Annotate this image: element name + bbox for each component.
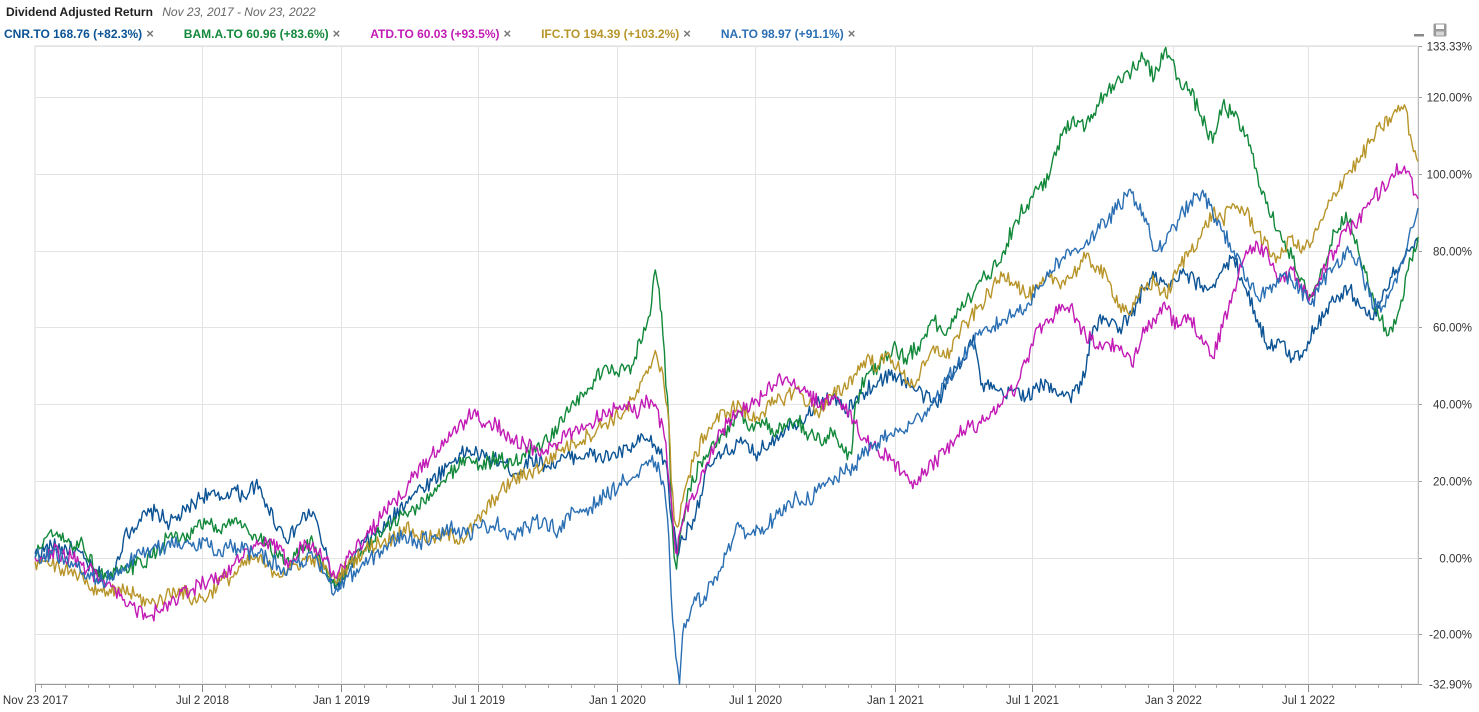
plot-area xyxy=(34,45,1419,685)
legend-label: NA.TO 98.97 (+91.1%) xyxy=(720,26,844,41)
series-line-bam-a-to xyxy=(34,46,1419,590)
remove-series-icon[interactable]: × xyxy=(847,26,856,41)
x-tick-label: Jan 1 2020 xyxy=(589,695,646,707)
legend-label: ATD.TO 60.03 (+93.5%) xyxy=(370,26,500,41)
legend-item-bam-a-to[interactable]: BAM.A.TO 60.96 (+83.6%) × xyxy=(184,26,340,41)
y-tick-label: -20.00% xyxy=(1429,630,1472,642)
x-tick-label: Jul 1 2019 xyxy=(452,695,505,707)
y-tick-label: 0.00% xyxy=(1439,554,1472,566)
remove-series-icon[interactable]: × xyxy=(332,26,341,41)
y-tick-label: 80.00% xyxy=(1433,247,1472,259)
legend-item-na-to[interactable]: NA.TO 98.97 (+91.1%) × xyxy=(721,26,855,41)
legend-label: BAM.A.TO 60.96 (+83.6%) xyxy=(183,26,329,41)
legend-item-ifc-to[interactable]: IFC.TO 194.39 (+103.2%) × xyxy=(541,26,691,41)
chart-legend: CNR.TO 168.76 (+82.3%) × BAM.A.TO 60.96 (+… xyxy=(4,26,885,41)
date-range: Nov 23, 2017 - Nov 23, 2022 xyxy=(162,5,316,19)
y-tick-label: 60.00% xyxy=(1433,323,1472,335)
x-tick-label: Nov 23 2017 xyxy=(3,695,68,707)
save-icon[interactable] xyxy=(1432,22,1448,38)
y-tick-label: 100.00% xyxy=(1427,170,1472,182)
x-tick-label: Jul 1 2022 xyxy=(1282,695,1335,707)
legend-item-cnr-to[interactable]: CNR.TO 168.76 (+82.3%) × xyxy=(4,26,154,41)
zoom-out-icon[interactable] xyxy=(1411,24,1427,40)
legend-label: IFC.TO 194.39 (+103.2%) xyxy=(541,26,680,41)
legend-label: CNR.TO 168.76 (+82.3%) xyxy=(4,26,143,41)
legend-item-atd-to[interactable]: ATD.TO 60.03 (+93.5%) × xyxy=(370,26,511,41)
remove-series-icon[interactable]: × xyxy=(146,26,154,41)
y-tick-label: 20.00% xyxy=(1433,477,1472,489)
chart-header: Dividend Adjusted Return Nov 23, 2017 - … xyxy=(6,5,316,19)
series-line-atd-to xyxy=(34,163,1419,622)
x-tick-label: Jul 1 2021 xyxy=(1006,695,1059,707)
x-tick-label: Jan 1 2019 xyxy=(313,695,370,707)
x-tick-label: Jul 2 2018 xyxy=(176,695,229,707)
series-line-cnr-to xyxy=(34,237,1419,591)
x-tick-label: Jan 1 2021 xyxy=(867,695,924,707)
x-tick-label: Jul 1 2020 xyxy=(729,695,782,707)
y-tick-label: 133.33% xyxy=(1427,42,1472,54)
y-tick-label: 40.00% xyxy=(1433,400,1472,412)
y-tick-label: 120.00% xyxy=(1427,93,1472,105)
remove-series-icon[interactable]: × xyxy=(683,26,691,41)
y-tick-label: -32.90% xyxy=(1429,680,1472,692)
chart-title: Dividend Adjusted Return xyxy=(6,5,153,19)
x-tick-label: Jan 3 2022 xyxy=(1145,695,1202,707)
remove-series-icon[interactable]: × xyxy=(503,26,512,41)
series-line-na-to xyxy=(34,188,1419,685)
